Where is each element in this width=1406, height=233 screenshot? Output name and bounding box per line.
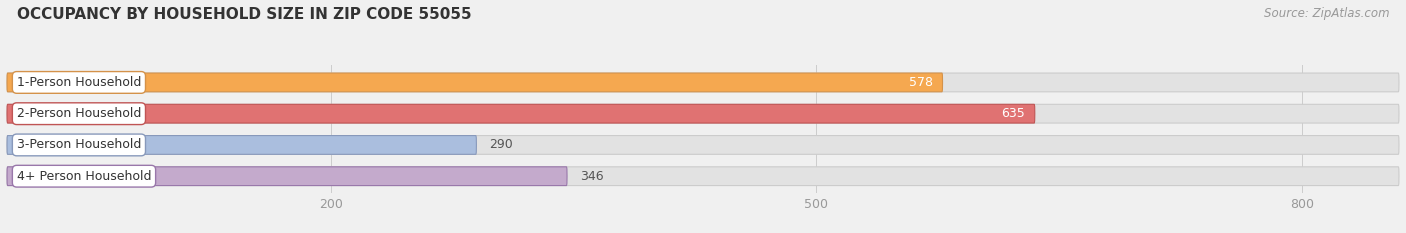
Text: 578: 578: [908, 76, 932, 89]
FancyBboxPatch shape: [7, 104, 1035, 123]
FancyBboxPatch shape: [7, 73, 1399, 92]
FancyBboxPatch shape: [7, 167, 1399, 185]
FancyBboxPatch shape: [7, 167, 567, 185]
Text: 4+ Person Household: 4+ Person Household: [17, 170, 152, 183]
Text: 346: 346: [581, 170, 603, 183]
Text: Source: ZipAtlas.com: Source: ZipAtlas.com: [1264, 7, 1389, 20]
Text: 2-Person Household: 2-Person Household: [17, 107, 141, 120]
FancyBboxPatch shape: [7, 136, 477, 154]
Text: 290: 290: [489, 138, 513, 151]
FancyBboxPatch shape: [7, 136, 1399, 154]
FancyBboxPatch shape: [7, 104, 1399, 123]
Text: 3-Person Household: 3-Person Household: [17, 138, 141, 151]
Text: 635: 635: [1001, 107, 1025, 120]
Text: 1-Person Household: 1-Person Household: [17, 76, 141, 89]
FancyBboxPatch shape: [7, 73, 942, 92]
Text: OCCUPANCY BY HOUSEHOLD SIZE IN ZIP CODE 55055: OCCUPANCY BY HOUSEHOLD SIZE IN ZIP CODE …: [17, 7, 471, 22]
